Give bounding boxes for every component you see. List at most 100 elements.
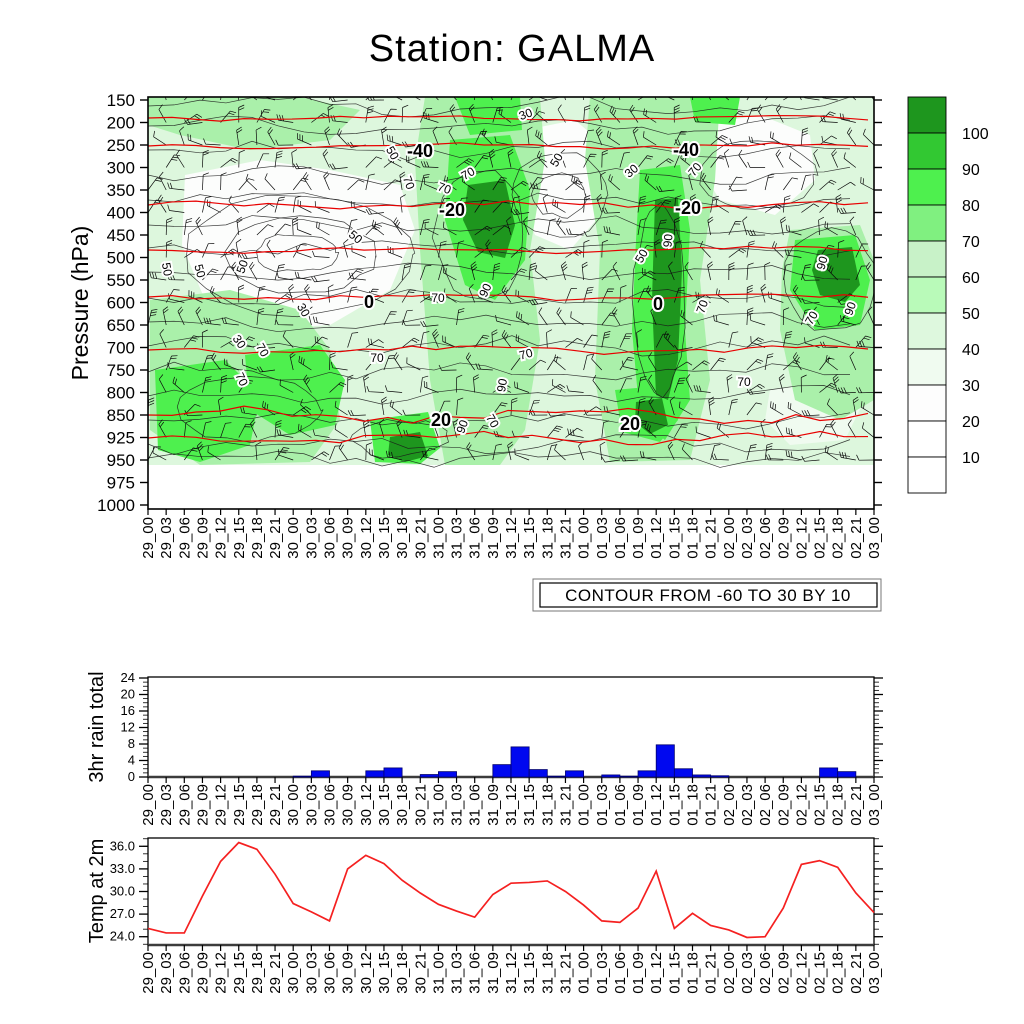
temperature-contour-label: 0 (653, 294, 663, 314)
pressure-tick-label: 200 (107, 114, 135, 133)
time-tick-label: 29_12 (213, 517, 230, 559)
humidity-contour-label: 70 (737, 375, 751, 389)
time-tick-label: 29_06 (176, 952, 193, 994)
pressure-tick-label: 750 (107, 361, 135, 380)
contour-loop (631, 201, 686, 399)
time-tick-label: 02_12 (793, 784, 810, 826)
time-tick-label: 29_09 (194, 952, 211, 994)
rain-bar (492, 764, 512, 778)
rain-bar (710, 775, 730, 778)
time-tick-label: 29_09 (194, 784, 211, 826)
red-contour-line (148, 430, 869, 446)
contour-info-text: CONTOUR FROM -60 TO 30 BY 10 (565, 586, 851, 605)
humidity-contour-label: 70 (431, 291, 445, 305)
time-tick-label: 29_09 (194, 517, 211, 559)
colorbar-cell (907, 240, 947, 278)
temperature-line (147, 841, 875, 939)
time-tick-label: 02_15 (812, 952, 829, 994)
pressure-tick-label: 700 (107, 339, 135, 358)
contour-line (148, 215, 851, 235)
colorbar-tick-label: 90 (962, 162, 980, 179)
time-tick-label: 30_06 (322, 952, 339, 994)
time-tick-label: 30_00 (285, 517, 302, 559)
time-tick-label: 31_09 (485, 952, 502, 994)
colorbar-cell (907, 456, 947, 494)
time-tick-label: 02_09 (775, 517, 792, 559)
time-tick-label: 31_18 (539, 517, 556, 559)
rain-bar (601, 774, 621, 778)
rain-bar (419, 774, 439, 778)
pressure-tick-label: 550 (107, 271, 135, 290)
time-tick-label: 01_09 (630, 784, 647, 826)
time-tick-label: 30_21 (412, 952, 429, 994)
colorbar-tick-label: 20 (962, 414, 980, 431)
time-tick-label: 02_18 (830, 952, 847, 994)
time-tick-label: 29_03 (158, 952, 175, 994)
colorbar-tick-label: 10 (962, 450, 980, 467)
pressure-tick-label: 800 (107, 384, 135, 403)
time-tick-label: 30_00 (285, 784, 302, 826)
pressure-tick-label: 975 (107, 474, 135, 493)
rain-bar (819, 767, 839, 778)
contour-info-box: CONTOUR FROM -60 TO 30 BY 10 (532, 578, 882, 612)
time-tick-label: 01_12 (648, 517, 665, 559)
time-tick-label: 02_12 (793, 517, 810, 559)
time-tick-label: 02_00 (721, 517, 738, 559)
humidity-contour-label: 90 (660, 233, 675, 248)
rain-bar (692, 774, 712, 778)
rain-bar (383, 767, 403, 778)
rain-bar (365, 770, 385, 778)
time-tick-label: 31_12 (503, 952, 520, 994)
colorbar-tick-label: 40 (962, 342, 980, 359)
contour-line (148, 361, 851, 381)
temperature-contour-label: -40 (407, 141, 433, 161)
time-tick-label: 30_09 (340, 952, 357, 994)
rain-bar (292, 775, 312, 778)
time-tick-label: 31_00 (430, 517, 447, 559)
time-tick-label: 29_21 (267, 952, 284, 994)
time-tick-label: 02_03 (739, 517, 756, 559)
time-tick-label: 01_12 (648, 952, 665, 994)
humidity-contour-label: 50 (233, 258, 251, 276)
time-tick-label: 31_21 (557, 784, 574, 826)
colorbar-tick-label: 80 (962, 198, 980, 215)
pressure-tick-label: 600 (107, 294, 135, 313)
contour-loop (530, 172, 587, 219)
time-tick-label: 01_09 (630, 952, 647, 994)
time-tick-label: 02_00 (721, 952, 738, 994)
colorbar-tick-label: 30 (962, 378, 980, 395)
time-tick-label: 29_15 (231, 952, 248, 994)
rain-bar (565, 770, 585, 778)
colorbar-cell (907, 204, 947, 242)
time-tick-label: 30_09 (340, 784, 357, 826)
time-tick-label: 29_18 (249, 952, 266, 994)
contour-loop (176, 376, 324, 444)
red-contour-line (148, 405, 869, 424)
temperature-contour-label: 20 (431, 410, 451, 430)
time-tick-label: 29_03 (158, 517, 175, 559)
time-tick-label: 03_00 (866, 517, 883, 559)
temp-tick-label: 24.0 (110, 929, 135, 944)
time-tick-label: 01_03 (594, 952, 611, 994)
colorbar-cell (907, 168, 947, 206)
time-tick-label: 01_03 (594, 517, 611, 559)
time-tick-label: 31_18 (539, 952, 556, 994)
colorbar-cell (907, 420, 947, 458)
temp-panel-frame (147, 837, 875, 946)
colorbar-cell (907, 276, 947, 314)
rain-tick-label: 4 (128, 753, 135, 768)
time-tick-label: 31_06 (467, 784, 484, 826)
pressure-tick-label: 500 (107, 249, 135, 268)
time-tick-label: 02_09 (775, 784, 792, 826)
time-tick-label: 29_18 (249, 517, 266, 559)
time-tick-label: 31_06 (467, 517, 484, 559)
time-tick-label: 31_15 (521, 784, 538, 826)
time-tick-label: 02_06 (757, 517, 774, 559)
time-tick-label: 30_12 (358, 952, 375, 994)
time-tick-label: 29_15 (231, 784, 248, 826)
time-tick-label: 02_06 (757, 952, 774, 994)
time-tick-label: 01_00 (576, 784, 593, 826)
humidity-contour-label: 50 (191, 263, 208, 280)
time-tick-label: 30_03 (303, 784, 320, 826)
